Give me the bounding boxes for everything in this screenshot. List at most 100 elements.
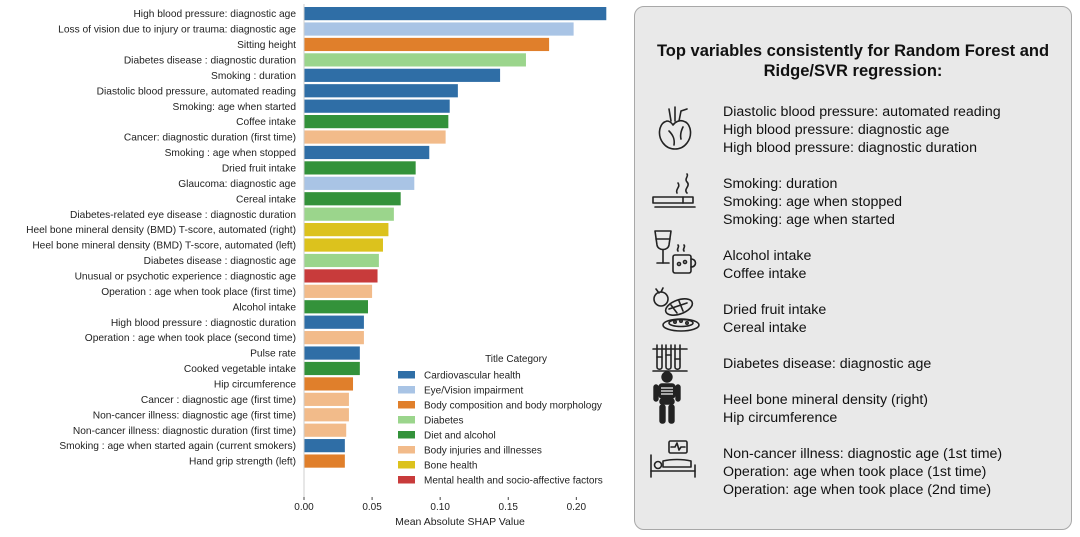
legend-entry: Mental health and socio-affective factor…: [424, 476, 603, 487]
panel-line: High blood pressure: diagnostic age: [723, 122, 950, 139]
x-tick-label: 0.05: [362, 502, 382, 513]
category-label: Hand grip strength (left): [189, 457, 296, 468]
bar: [304, 315, 364, 329]
panel-line: Coffee intake: [723, 266, 807, 283]
category-label: Heel bone mineral density (BMD) T-score,…: [32, 241, 296, 252]
x-tick-label: 0.10: [430, 502, 450, 513]
hospital-bed-icon: [650, 440, 696, 478]
bar: [304, 361, 360, 376]
group-text: Alcohol intake Coffee intake: [723, 247, 811, 283]
category-label: Unusual or psychotic experience : diagno…: [75, 272, 297, 283]
category-label: Smoking : age when started again (curren…: [59, 441, 296, 452]
legend-swatch: [398, 386, 415, 394]
category-label: Dried fruit intake: [222, 164, 297, 175]
bar: [304, 423, 347, 437]
drinks-icon: [654, 230, 697, 274]
category-label: Hip circumference: [214, 380, 296, 391]
bar: [304, 223, 389, 237]
bar: [304, 115, 449, 129]
legend-swatch: [398, 416, 415, 424]
bar: [304, 53, 526, 67]
legend-swatch: [398, 461, 415, 469]
legend-swatch: [398, 446, 415, 454]
x-axis-title: Mean Absolute SHAP Value: [395, 516, 525, 528]
category-label: Cooked vegetable intake: [184, 364, 296, 375]
panel-line: Operation: age when took place (1st time…: [723, 464, 987, 481]
bar: [304, 145, 430, 160]
bar: [304, 454, 345, 468]
category-label: Smoking : age when stopped: [165, 148, 297, 159]
legend-swatch: [398, 371, 415, 379]
legend-entry: Eye/Vision impairment: [424, 386, 524, 397]
legend-swatch: [398, 476, 415, 484]
panel-line: Cereal intake: [723, 320, 807, 337]
test-tubes-icon: [652, 344, 688, 372]
bar: [304, 84, 458, 98]
panel-line: Diabetes disease: diagnostic age: [723, 356, 932, 372]
category-label: Loss of vision due to injury or trauma: …: [58, 25, 296, 36]
bar: [304, 439, 345, 453]
skeleton-icon: [653, 371, 681, 424]
bar: [304, 284, 373, 298]
panel-line: Operation: age when took place (2nd time…: [723, 482, 992, 499]
category-label: Diabetes disease : diagnostic duration: [124, 55, 296, 66]
x-tick-label: 0.20: [567, 502, 587, 513]
bar: [304, 176, 415, 190]
category-label: Glaucoma: diagnostic age: [178, 179, 296, 190]
bar: [304, 7, 607, 21]
legend-entry: Bone health: [424, 461, 477, 472]
legend-entry: Body injuries and illnesses: [424, 446, 542, 457]
panel-line: Dried fruit intake: [723, 302, 827, 318]
food-icon: [653, 287, 700, 332]
group-text: Smoking: duration Smoking: age when stop…: [723, 175, 902, 230]
legend-entry: Diet and alcohol: [424, 431, 496, 442]
group-text: Heel bone mineral density (right) Hip ci…: [723, 391, 928, 427]
panel-line: Diastolic blood pressure: automated read…: [723, 104, 1001, 120]
category-label: Cancer: diagnostic duration (first time): [124, 133, 296, 144]
group-text: Non-cancer illness: diagnostic age (1st …: [723, 445, 1002, 500]
category-label: Diabetes disease : diagnostic age: [144, 256, 297, 267]
bar: [304, 68, 501, 82]
category-label: Diabetes-related eye disease : diagnosti…: [70, 210, 296, 221]
legend-entry: Cardiovascular health: [424, 371, 521, 382]
category-label: Smoking: age when started: [173, 102, 297, 113]
category-label: Alcohol intake: [233, 302, 297, 313]
category-label: Smoking : duration: [211, 71, 296, 82]
x-tick-label: 0.15: [499, 502, 519, 513]
group-text: Dried fruit intake Cereal intake: [723, 301, 826, 337]
legend-swatch: [398, 401, 415, 409]
bar: [304, 253, 379, 268]
cigarette-icon: [652, 173, 696, 208]
bar: [304, 22, 574, 36]
panel-line: High blood pressure: diagnostic duration: [723, 140, 977, 157]
bar: [304, 207, 394, 221]
category-label: Cancer : diagnostic age (first time): [141, 395, 296, 406]
top-variables-panel: Top variables consistently for Random Fo…: [634, 6, 1072, 530]
shap-bar-chart: High blood pressure: diagnostic age Loss …: [26, 4, 607, 528]
category-label: Pulse rate: [250, 349, 296, 360]
bar: [304, 377, 354, 391]
group-text: Diastolic blood pressure: automated read…: [723, 103, 1001, 158]
bar: [304, 130, 446, 144]
panel-line: Heel bone mineral density (right): [723, 392, 929, 408]
bar: [304, 161, 416, 175]
bar: [304, 238, 383, 252]
legend-entry: Diabetes: [424, 416, 463, 427]
bar: [304, 408, 349, 422]
legend-title: Title Category: [485, 354, 547, 365]
category-label: Coffee intake: [236, 117, 296, 128]
bar: [304, 99, 450, 113]
panel-line: Smoking: age when stopped: [723, 194, 903, 211]
bar: [304, 192, 401, 206]
category-label: Non-cancer illness: diagnostic duration …: [73, 426, 296, 437]
legend-swatch: [398, 431, 415, 439]
category-label: Operation : age when took place (first t…: [101, 287, 296, 298]
category-label: Sitting height: [237, 40, 296, 51]
x-tick-label: 0.00: [294, 502, 314, 513]
category-label: Non-cancer illness: diagnostic age (firs…: [93, 410, 296, 421]
panel-line: Alcohol intake: [723, 248, 812, 264]
category-label: High blood pressure : diagnostic duratio…: [111, 318, 296, 329]
heart-icon: [658, 106, 692, 150]
panel-line: Smoking: age when started: [723, 212, 895, 229]
legend-entry: Body composition and body morphology: [424, 401, 602, 412]
